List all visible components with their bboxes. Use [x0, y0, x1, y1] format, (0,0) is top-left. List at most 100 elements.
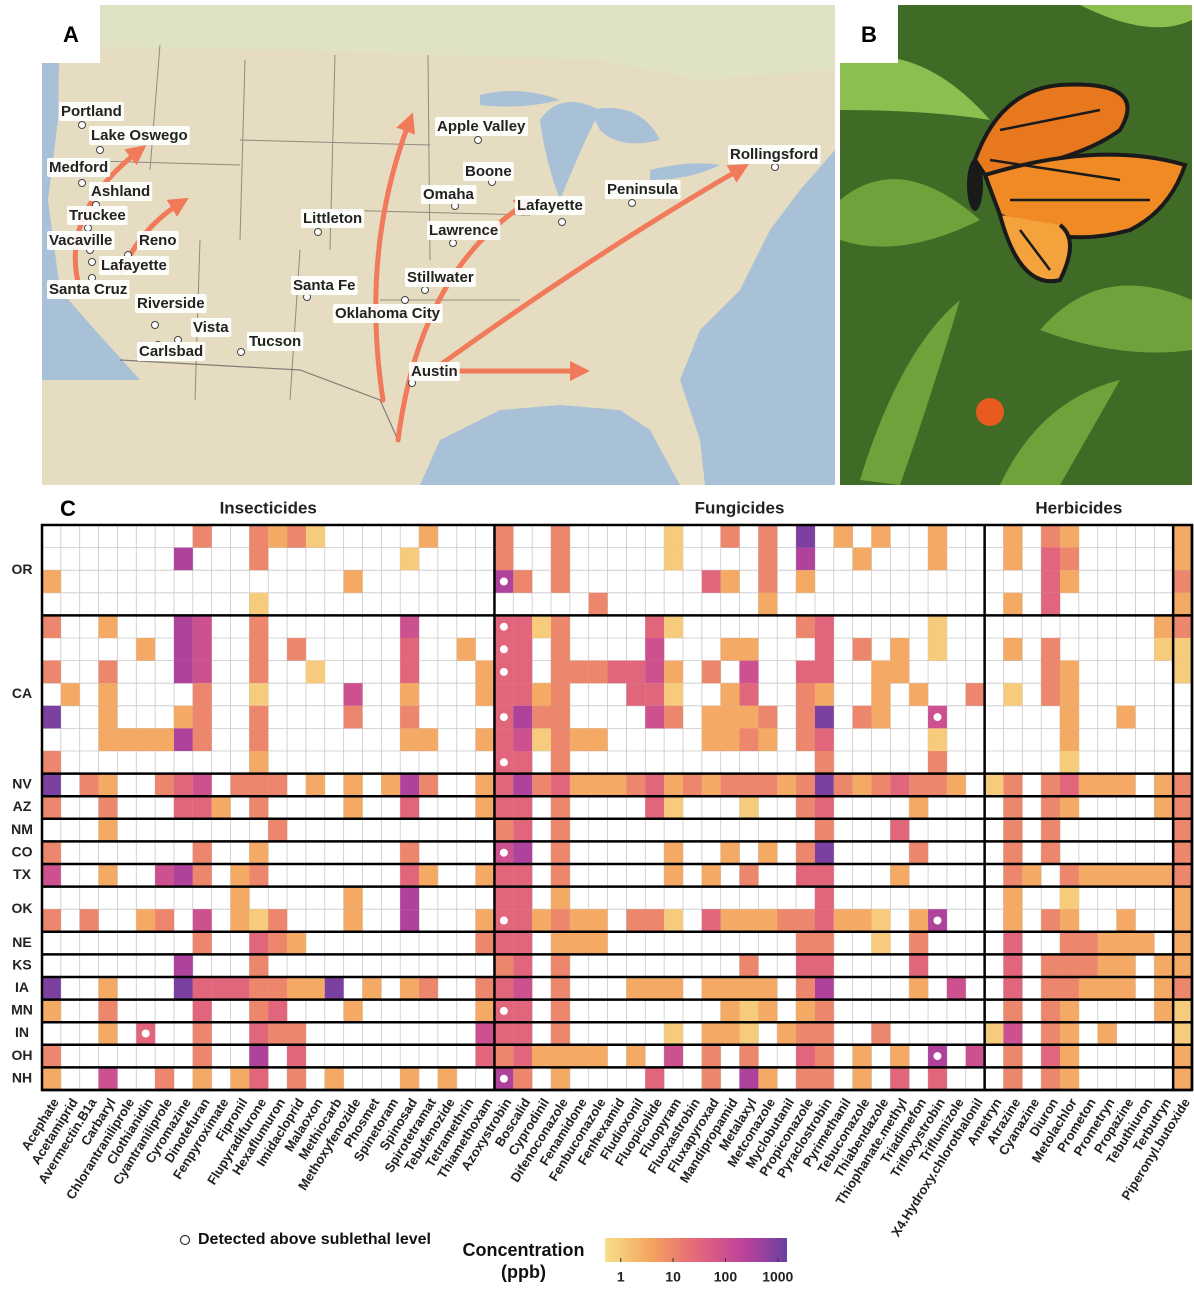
heatmap-cell	[268, 1000, 287, 1023]
heatmap-cell	[551, 932, 570, 955]
heatmap-cell	[513, 615, 532, 638]
heatmap-cell	[212, 977, 231, 1000]
heatmap-cell	[1154, 638, 1173, 661]
heatmap-cell	[287, 1067, 306, 1090]
heatmap-cell	[551, 751, 570, 774]
heatmap-cell	[249, 593, 268, 616]
heatmap-cell	[702, 977, 721, 1000]
heatmap-cell	[99, 1022, 118, 1045]
heatmap-cell	[42, 841, 61, 864]
heatmap-cell	[1041, 774, 1060, 797]
heatmap-cell	[966, 683, 985, 706]
city-label: Littleton	[303, 210, 362, 227]
heatmap-cell	[626, 977, 645, 1000]
heatmap-cell	[513, 864, 532, 887]
heatmap-cell	[1173, 909, 1192, 932]
heatmap-cell	[249, 728, 268, 751]
sublethal-dot	[500, 849, 508, 857]
colorbar-tick-label: 10	[665, 1269, 681, 1285]
heatmap-cell	[815, 1067, 834, 1090]
legend-dot	[181, 1236, 190, 1245]
heatmap-cell	[664, 841, 683, 864]
heatmap-cell	[1041, 638, 1060, 661]
heatmap-cell	[1003, 683, 1022, 706]
heatmap-cell	[268, 525, 287, 548]
heatmap-cell	[99, 615, 118, 638]
heatmap-cell	[117, 728, 136, 751]
heatmap-cell	[419, 525, 438, 548]
heatmap-cell	[42, 796, 61, 819]
heatmap-cell	[872, 774, 891, 797]
heatmap-cell	[909, 683, 928, 706]
heatmap-cell	[702, 570, 721, 593]
heatmap-cell	[532, 909, 551, 932]
heatmap-cell	[796, 728, 815, 751]
heatmap-cell	[1173, 977, 1192, 1000]
heatmap-cell	[494, 819, 513, 842]
heatmap-cell	[1022, 864, 1041, 887]
heatmap-cell	[1041, 819, 1060, 842]
heatmap-cell	[249, 774, 268, 797]
city-label: Vacaville	[49, 232, 112, 249]
heatmap-cell	[815, 841, 834, 864]
heatmap-cell	[702, 864, 721, 887]
heatmap-cell	[645, 615, 664, 638]
heatmap-cell	[1060, 570, 1079, 593]
heatmap-cell	[815, 819, 834, 842]
heatmap-cell	[476, 932, 495, 955]
heatmap-cell	[551, 909, 570, 932]
heatmap-cell	[494, 728, 513, 751]
sublethal-dot	[933, 1052, 941, 1060]
heatmap-cell	[513, 887, 532, 910]
heatmap-cell	[249, 796, 268, 819]
heatmap-cell	[853, 909, 872, 932]
heatmap-cell	[99, 819, 118, 842]
heatmap-cell	[740, 864, 759, 887]
heatmap-cell	[513, 1000, 532, 1023]
heatmap-cell	[1003, 1045, 1022, 1068]
heatmap-cell	[513, 570, 532, 593]
city-label: Santa Cruz	[49, 281, 127, 298]
heatmap-cell	[834, 525, 853, 548]
heatmap-cell	[362, 977, 381, 1000]
heatmap-cell	[834, 909, 853, 932]
heatmap-cell	[400, 1067, 419, 1090]
row-label: TX	[13, 866, 32, 882]
heatmap-cell	[589, 932, 608, 955]
heatmap-cell	[155, 864, 174, 887]
heatmap-cell	[645, 774, 664, 797]
city-label: Portland	[61, 103, 122, 120]
row-label: CA	[12, 685, 32, 701]
heatmap-cell	[796, 954, 815, 977]
heatmap-cell	[551, 638, 570, 661]
heatmap-cell	[99, 1000, 118, 1023]
heatmap-cell	[890, 1045, 909, 1068]
heatmap-cell	[494, 887, 513, 910]
heatmap-cell	[1098, 954, 1117, 977]
heatmap-cell	[551, 887, 570, 910]
heatmap-cell	[249, 954, 268, 977]
city-dot	[89, 259, 96, 266]
heatmap-cell	[626, 774, 645, 797]
heatmap-cell	[1154, 774, 1173, 797]
heatmap-cell	[758, 525, 777, 548]
colorbar	[605, 1238, 787, 1262]
heatmap-cell	[551, 774, 570, 797]
heatmap-cell	[890, 819, 909, 842]
heatmap-cell	[193, 864, 212, 887]
city-label: Medford	[49, 159, 108, 176]
heatmap-cell	[664, 864, 683, 887]
heatmap-cell	[1117, 706, 1136, 729]
heatmap-cell	[796, 909, 815, 932]
heatmap-cell	[400, 706, 419, 729]
heatmap-cell	[815, 638, 834, 661]
heatmap-cell	[344, 683, 363, 706]
heatmap-cell	[551, 706, 570, 729]
heatmap-cell	[947, 977, 966, 1000]
heatmap-cell	[570, 1045, 589, 1068]
heatmap-cell	[890, 774, 909, 797]
heatmap-cell	[570, 774, 589, 797]
map-panel: PortlandLake OswegoMedfordAshlandTruckee…	[42, 5, 835, 485]
heatmap-cell	[815, 887, 834, 910]
heatmap-cell	[1117, 774, 1136, 797]
